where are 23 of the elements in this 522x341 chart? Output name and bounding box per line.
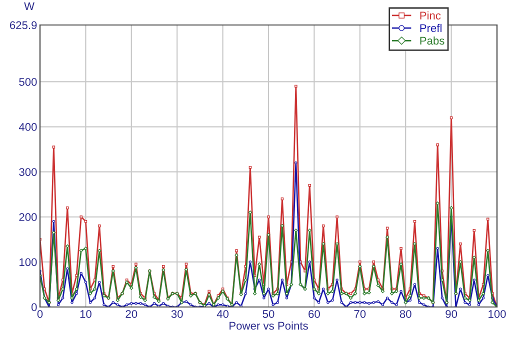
y-tick-label: 200 bbox=[19, 213, 37, 222]
x-tick-label: 20 bbox=[126, 310, 138, 318]
legend-label: Prefl bbox=[420, 24, 442, 32]
x-tick-label: 80 bbox=[400, 310, 412, 318]
x-tick-label: 30 bbox=[171, 310, 183, 318]
x-tick-label: 60 bbox=[308, 310, 320, 318]
x-axis-title: Power vs Points bbox=[230, 322, 308, 330]
y-axis-title: W bbox=[24, 2, 34, 10]
y-tick-label: 100 bbox=[20, 258, 37, 266]
x-tick-label: 10 bbox=[80, 310, 92, 318]
legend-label: Pinc bbox=[420, 11, 441, 20]
x-tick-label: 0 bbox=[37, 310, 43, 318]
y-tick-label: 500 bbox=[19, 78, 37, 86]
y-tick-label: 625.9 bbox=[10, 21, 37, 30]
y-tick-label: 400 bbox=[18, 123, 37, 131]
x-tick-label: 40 bbox=[216, 310, 229, 318]
y-tick-label: 300 bbox=[19, 168, 37, 176]
x-tick-label: 70 bbox=[354, 310, 366, 318]
y-tick-label: 0 bbox=[31, 303, 37, 312]
x-tick-label: 100 bbox=[488, 310, 506, 318]
x-tick-label: 90 bbox=[446, 310, 458, 318]
x-tick-label: 50 bbox=[262, 310, 274, 318]
legend-label: Pabs bbox=[420, 36, 444, 45]
